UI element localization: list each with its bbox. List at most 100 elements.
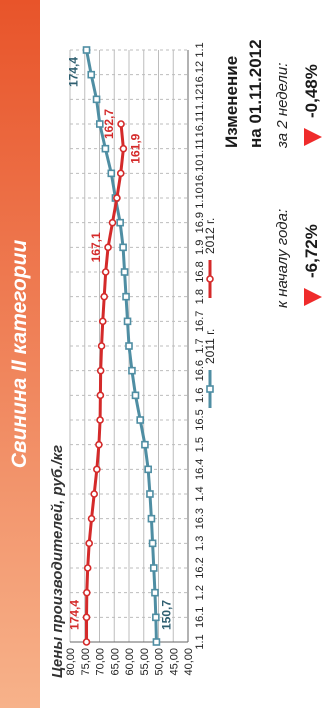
x-tick-label: 16.10 — [194, 160, 206, 188]
x-tick-label: 16.6 — [194, 360, 206, 381]
y-tick-label: 55,00 — [139, 648, 151, 676]
data-point — [141, 440, 149, 449]
data-point — [82, 613, 91, 622]
data-point — [97, 342, 106, 350]
data-point — [87, 70, 96, 79]
data-point — [113, 194, 121, 202]
data-point — [146, 490, 154, 498]
two-weeks-label: за 2 недели: — [274, 62, 291, 148]
data-point — [82, 638, 91, 646]
data-point — [100, 292, 109, 301]
legend: 2011 г. 2012 г. — [203, 218, 217, 408]
data-point — [107, 169, 116, 178]
data-label: 150,7 — [159, 600, 173, 630]
year-start-label: к началу года: — [274, 208, 291, 308]
data-point — [152, 638, 161, 646]
x-tick-label: 1.11 — [194, 138, 206, 159]
x-tick-label: 1.3 — [194, 536, 206, 551]
x-tick-label: 1.1 — [194, 42, 206, 57]
x-axis: 1.1 16.1 1.2 16.2 1.3 16.3 1.4 16.4 1.5 16.5 1.6 16… — [187, 42, 206, 650]
series-2011: 150,7 174,4 — [67, 46, 173, 646]
data-point — [104, 243, 112, 252]
x-tick-label: 1.1 — [194, 634, 206, 649]
data-point — [147, 514, 156, 523]
data-point — [96, 366, 105, 375]
x-tick-label: 1.2 — [194, 585, 206, 600]
data-point — [125, 342, 133, 350]
x-tick-label: 16.3 — [194, 508, 206, 529]
data-point — [123, 317, 132, 326]
x-tick-label: 1.5 — [194, 437, 206, 452]
data-point — [117, 120, 125, 128]
price-chart: 40,0045,0050,0055,0060,0065,0070,0075,00… — [49, 42, 217, 678]
two-weeks-value: -0,48% — [302, 64, 321, 118]
x-tick-label: 16.12 — [194, 61, 206, 89]
y-axis: 40,0045,0050,0055,0060,0065,0070,0075,00… — [65, 641, 195, 676]
data-point — [83, 564, 92, 572]
data-label: 167,1 — [89, 232, 103, 262]
x-tick-label: 16.11 — [194, 111, 206, 138]
data-point — [131, 391, 140, 400]
data-point — [93, 465, 101, 474]
data-point — [87, 514, 96, 523]
data-point — [96, 391, 105, 400]
legend-marker — [206, 385, 214, 393]
data-point — [152, 613, 160, 622]
down-arrow-icon — [304, 128, 322, 146]
x-tick-label: 1.4 — [194, 486, 206, 501]
data-point — [90, 490, 98, 498]
data-point — [144, 465, 152, 474]
data-point — [95, 440, 103, 449]
x-tick-label: 16.5 — [194, 409, 206, 430]
x-tick-label: 1.10 — [194, 187, 206, 208]
data-point — [122, 292, 130, 301]
title-band: Свинина II категории — [0, 0, 40, 708]
x-tick-label: 1.7 — [194, 338, 206, 353]
legend-label: 2012 г. — [203, 218, 217, 254]
series-2012: 174,4 167,1 161,9 162,7 — [68, 109, 142, 646]
data-point — [95, 120, 104, 128]
data-label: 161,9 — [128, 133, 142, 163]
y-tick-label: 50,00 — [154, 648, 166, 676]
change-date: на 01.11.2012 — [246, 39, 265, 148]
y-tick-label: 65,00 — [109, 648, 121, 676]
y-tick-label: 40,00 — [183, 648, 195, 676]
data-point — [96, 416, 104, 424]
y-tick-label: 45,00 — [168, 648, 180, 676]
x-tick-label: 16.9 — [194, 212, 206, 233]
x-tick-label: 16.8 — [194, 261, 206, 282]
y-tick-label: 70,00 — [95, 648, 107, 676]
x-tick-label: 16.4 — [194, 459, 206, 480]
y-axis-label: Цены производителей, руб./кг — [49, 445, 66, 678]
data-point — [98, 317, 107, 326]
x-tick-label: 1.12 — [194, 89, 206, 110]
data-point — [116, 218, 124, 227]
data-point — [149, 564, 158, 572]
data-label: 174,4 — [68, 600, 82, 630]
y-tick-label: 80,00 — [65, 648, 77, 676]
down-arrow-icon — [304, 288, 322, 306]
data-point — [116, 169, 125, 178]
legend-marker — [206, 275, 214, 283]
chart-title: Свинина II категории — [8, 239, 31, 469]
data-point — [119, 144, 128, 153]
legend-label: 2011 г. — [203, 329, 217, 364]
data-point — [128, 366, 136, 375]
data-point — [101, 144, 110, 153]
x-tick-label: 1.9 — [194, 240, 206, 255]
year-start-value: -6,72% — [302, 224, 321, 278]
change-panel: Изменение на 01.11.2012 за 2 недели: -0,… — [218, 0, 334, 708]
series-line — [85, 123, 125, 642]
data-point — [120, 268, 129, 276]
data-point — [85, 539, 93, 548]
data-point — [82, 46, 91, 54]
data-point — [148, 539, 157, 548]
x-tick-label: 16.2 — [194, 557, 206, 578]
data-point — [151, 588, 159, 597]
data-point — [92, 95, 101, 104]
y-tick-label: 60,00 — [124, 648, 136, 676]
y-tick-label: 75,00 — [80, 648, 92, 676]
data-point — [101, 268, 110, 276]
data-point — [108, 218, 117, 227]
